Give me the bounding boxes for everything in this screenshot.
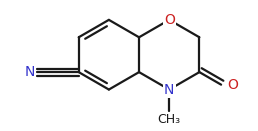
Text: N: N (164, 83, 174, 97)
Text: O: O (164, 13, 175, 27)
Text: N: N (25, 65, 35, 79)
Text: O: O (227, 78, 238, 92)
Text: CH₃: CH₃ (158, 113, 181, 126)
